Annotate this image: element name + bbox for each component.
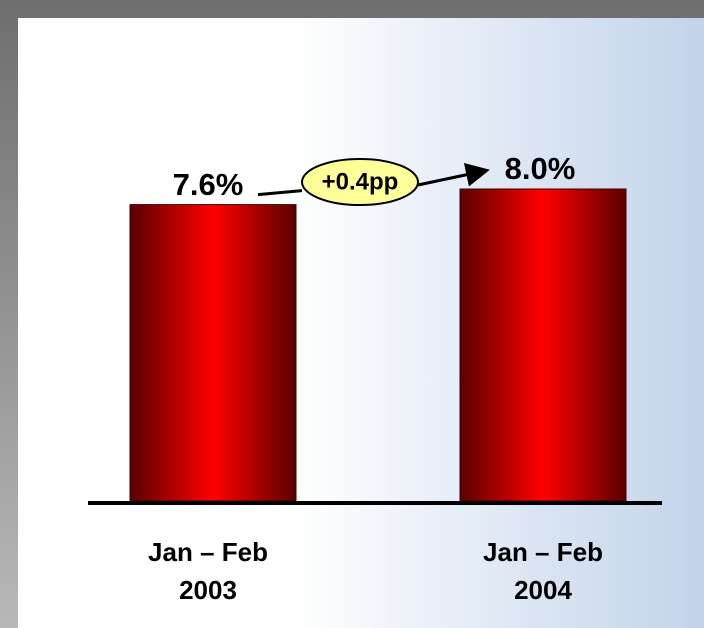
change-arrow: [257, 171, 484, 197]
value-label: 8.0%: [505, 151, 576, 186]
bar: [459, 188, 627, 502]
x-tick-label: Jan – Feb 2003: [148, 537, 268, 605]
x-tick-label: Jan – Feb 2004: [483, 537, 603, 605]
value-label: 7.6%: [173, 167, 244, 202]
annotation: +0.4pp: [322, 168, 399, 195]
bar: [129, 204, 297, 502]
annotation-bubble: [301, 158, 419, 206]
